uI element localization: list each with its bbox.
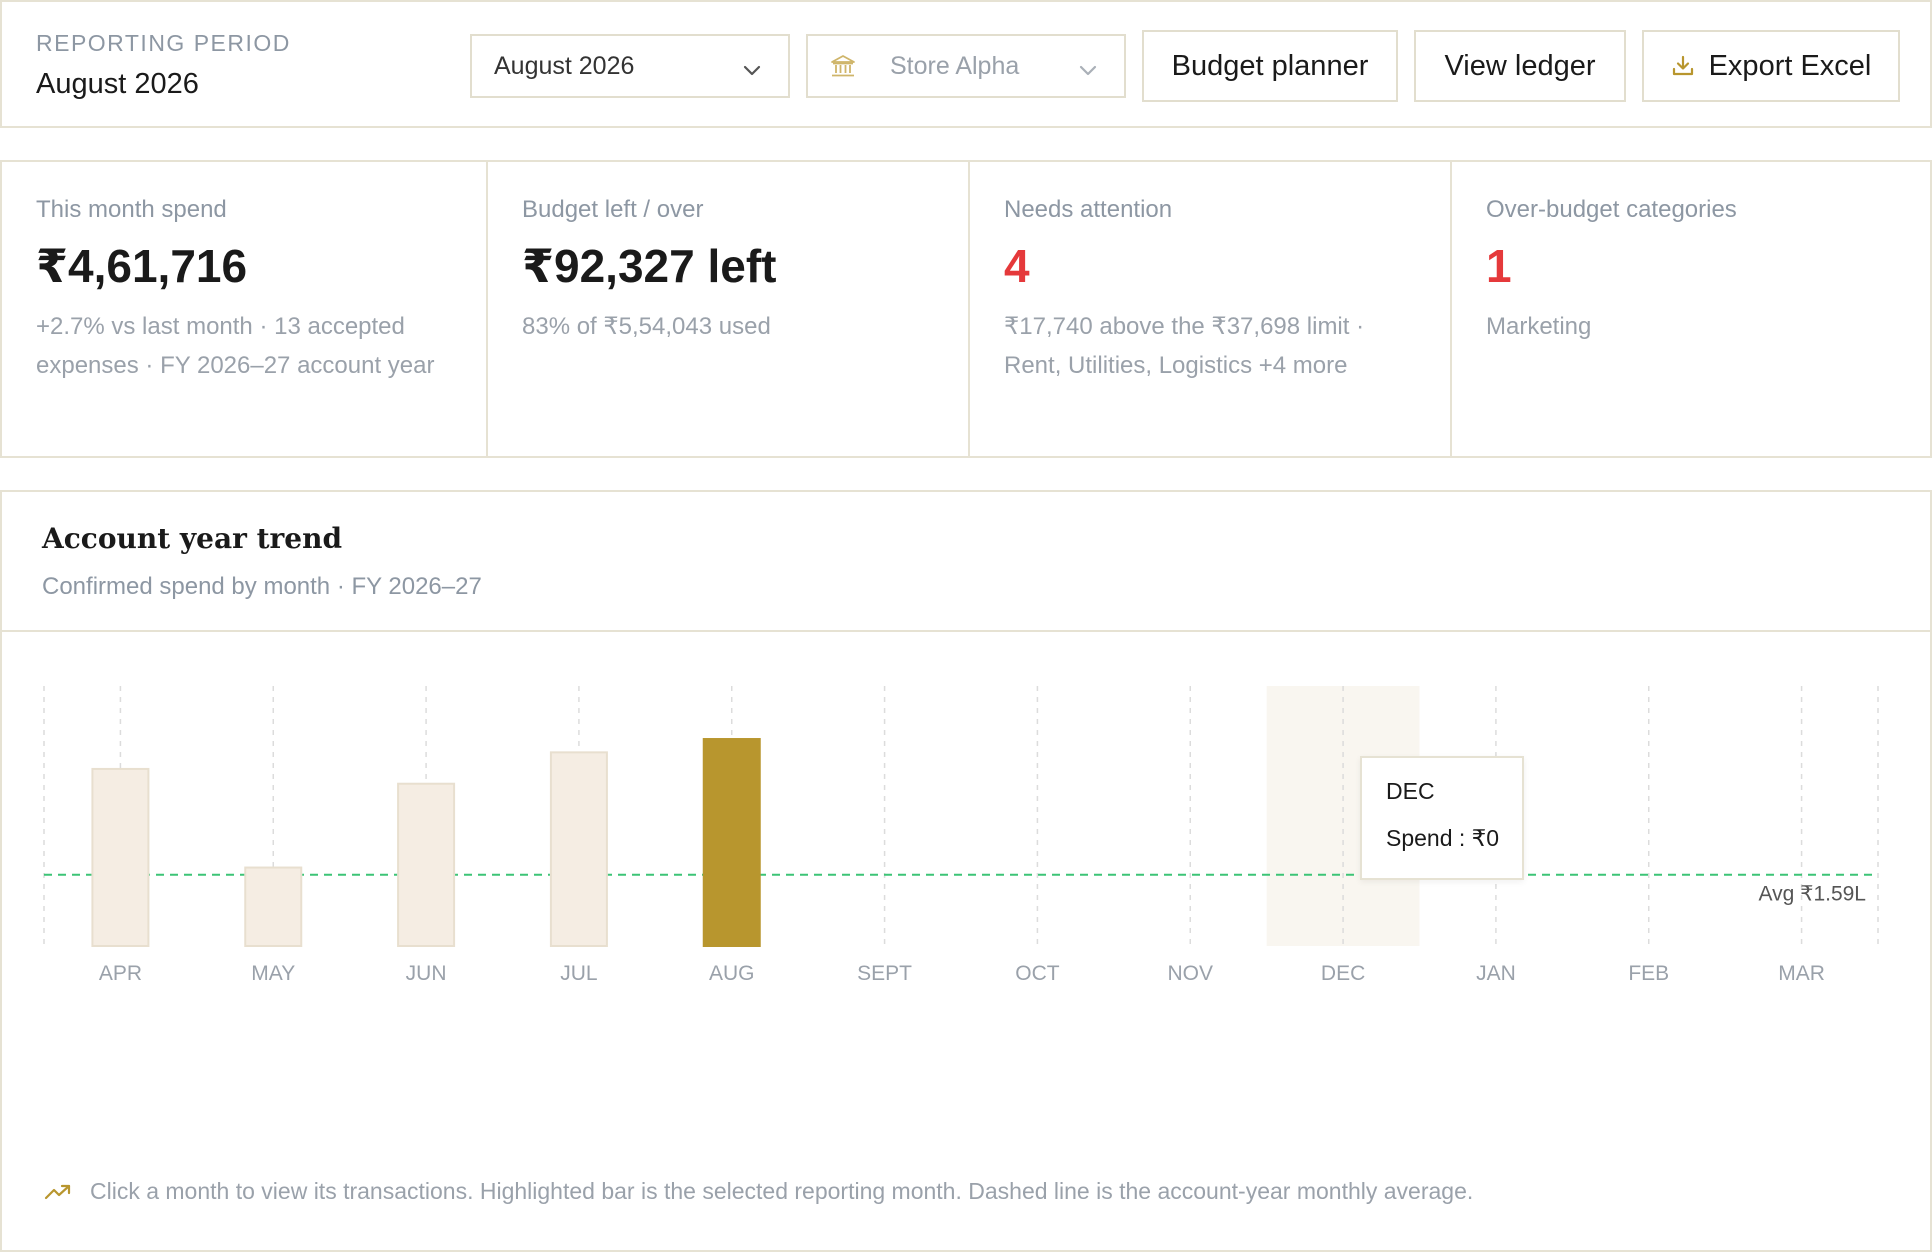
tick-label-jun[interactable]: JUN [406, 962, 447, 985]
stat-card-this-month-spend: This month spend ₹4,61,716 +2.7% vs last… [2, 162, 488, 456]
account-year-trend-panel: Account year trend Confirmed spend by mo… [0, 490, 1932, 1252]
trend-header: Account year trend Confirmed spend by mo… [2, 492, 1930, 632]
download-icon [1671, 54, 1695, 78]
bank-icon [830, 53, 856, 79]
bar-may[interactable] [244, 866, 303, 947]
budget-planner-button[interactable]: Budget planner [1142, 30, 1398, 102]
trending-up-icon [44, 1182, 72, 1202]
tooltip-value: Spend : ₹0 [1386, 825, 1500, 851]
tick-label-oct[interactable]: OCT [1015, 962, 1060, 985]
stat-value: 4 [1004, 240, 1030, 292]
store-select-value: Store Alpha [890, 51, 1020, 80]
tick-label-feb[interactable]: FEB [1628, 962, 1669, 985]
stat-value: ₹4,61,716 [36, 240, 248, 292]
reporting-header: REPORTING PERIOD August 2026 August 2026… [0, 0, 1932, 128]
stat-value: 1 [1486, 240, 1512, 292]
stat-subtext: 83% of ₹5,54,043 used [522, 312, 771, 340]
trend-subtitle: Confirmed spend by month · FY 2026–27 [42, 573, 482, 600]
month-select-value: August 2026 [494, 51, 635, 80]
view-ledger-button[interactable]: View ledger [1414, 30, 1626, 102]
average-label: Avg ₹1.59L [1758, 883, 1866, 906]
spend-bar-chart: Avg ₹1.59L APR MAY JUN JUL AUG SEPT OCT NOV DEC JA… [43, 686, 1879, 985]
chart-tooltip: DEC Spend : ₹0 [1360, 756, 1524, 880]
tooltip-month: DEC [1386, 778, 1435, 804]
store-select[interactable]: Store Alpha [806, 34, 1126, 98]
tick-label-apr[interactable]: APR [99, 962, 142, 985]
stat-value: ₹92,327 left [522, 240, 777, 292]
bar-apr[interactable] [91, 767, 150, 947]
stats-row: This month spend ₹4,61,716 +2.7% vs last… [0, 160, 1932, 458]
bar-aug[interactable] [702, 738, 761, 947]
chevron-down-icon [742, 58, 762, 87]
stat-label: This month spend [36, 196, 227, 223]
bar-jun[interactable] [397, 782, 456, 947]
month-select[interactable]: August 2026 [470, 34, 790, 98]
chevron-down-icon [1078, 58, 1098, 87]
stat-card-over-budget: Over-budget categories 1 Marketing [1452, 162, 1930, 456]
stat-subtext: +2.7% vs last month · 13 accepted expens… [36, 312, 435, 379]
tick-label-dec[interactable]: DEC [1321, 962, 1365, 985]
stat-subtext: Marketing [1486, 312, 1592, 340]
trend-title: Account year trend [42, 522, 343, 555]
tick-label-mar[interactable]: MAR [1778, 962, 1825, 985]
reporting-period-label: REPORTING PERIOD [36, 30, 291, 56]
tick-label-jan[interactable]: JAN [1476, 962, 1516, 985]
chart-footnote: Click a month to view its transactions. … [44, 1178, 1473, 1205]
tick-label-jul[interactable]: JUL [560, 962, 597, 985]
tick-label-may[interactable]: MAY [251, 962, 295, 985]
tick-label-aug[interactable]: AUG [709, 962, 755, 985]
stat-label: Budget left / over [522, 196, 704, 223]
tick-label-sept[interactable]: SEPT [857, 962, 912, 985]
stat-label: Over-budget categories [1486, 196, 1737, 223]
stat-card-needs-attention: Needs attention 4 ₹17,740 above the ₹37,… [970, 162, 1452, 456]
tick-label-nov[interactable]: NOV [1167, 962, 1213, 985]
stat-subtext: ₹17,740 above the ₹37,698 limit · Rent, … [1004, 312, 1365, 379]
bar-jul[interactable] [549, 751, 608, 947]
stat-card-budget-left: Budget left / over ₹92,327 left 83% of ₹… [488, 162, 970, 456]
stat-label: Needs attention [1004, 196, 1173, 223]
footnote-text: Click a month to view its transactions. … [90, 1178, 1474, 1204]
reporting-period-value: August 2026 [36, 68, 199, 100]
export-excel-label: Export Excel [1708, 49, 1872, 82]
export-excel-button[interactable]: Export Excel [1642, 30, 1900, 102]
